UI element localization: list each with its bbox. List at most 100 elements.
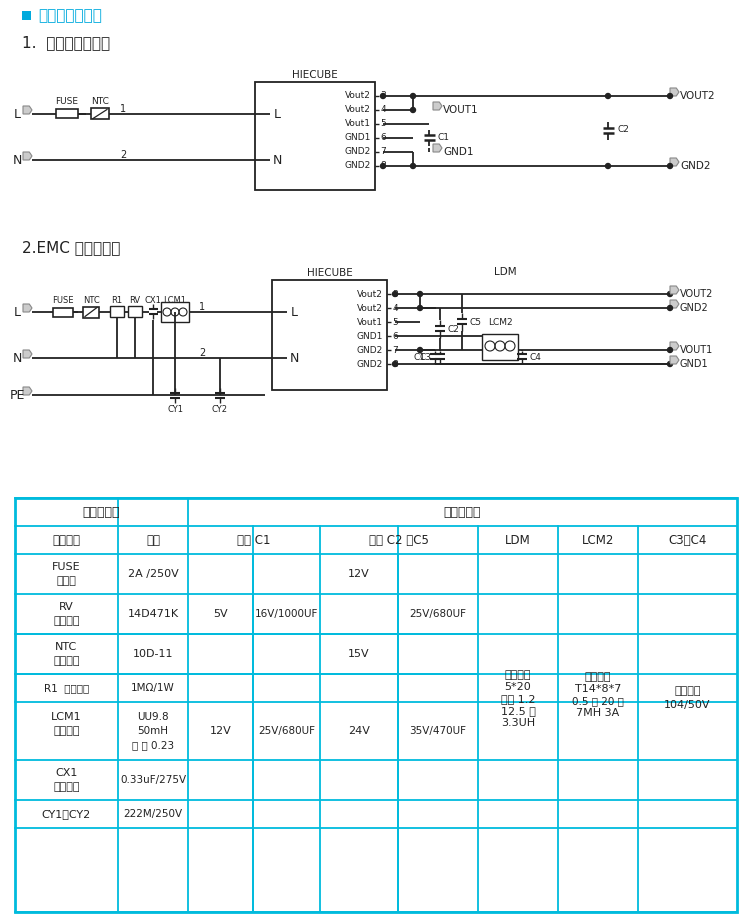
Text: HIECUBE: HIECUBE — [308, 268, 352, 278]
Text: GND2: GND2 — [680, 161, 710, 171]
Text: Vout2: Vout2 — [357, 290, 383, 299]
Text: 3.3UH: 3.3UH — [501, 718, 535, 728]
Circle shape — [392, 291, 398, 297]
Text: LCM1: LCM1 — [51, 712, 82, 722]
Text: 辅路 C1: 辅路 C1 — [237, 534, 271, 547]
Circle shape — [668, 93, 673, 99]
Polygon shape — [433, 144, 442, 152]
Text: HIECUBE: HIECUBE — [292, 70, 338, 80]
Circle shape — [668, 305, 673, 311]
Text: L: L — [13, 305, 20, 318]
Text: Vout2: Vout2 — [357, 303, 383, 313]
Text: C1: C1 — [414, 352, 426, 361]
Text: 线径 1.2: 线径 1.2 — [501, 694, 536, 704]
Text: VOUT1: VOUT1 — [443, 105, 478, 115]
Text: 压敏电阻: 压敏电阻 — [53, 616, 80, 626]
Text: NTC: NTC — [56, 642, 78, 652]
Text: LDM: LDM — [494, 267, 516, 277]
Text: 5V: 5V — [213, 609, 228, 619]
Polygon shape — [670, 88, 679, 96]
Text: GND1: GND1 — [344, 134, 371, 143]
Polygon shape — [23, 387, 32, 395]
Bar — [161, 302, 189, 322]
Text: R1  泄放电阻: R1 泄放电阻 — [44, 683, 89, 693]
Text: 元件名称: 元件名称 — [53, 534, 80, 547]
Bar — [128, 306, 142, 317]
Text: N: N — [12, 351, 22, 364]
Text: 3: 3 — [380, 91, 386, 100]
Bar — [53, 308, 73, 316]
Bar — [482, 334, 518, 360]
Polygon shape — [23, 350, 32, 358]
Text: 1: 1 — [120, 104, 126, 114]
Bar — [91, 109, 109, 120]
Text: RV: RV — [130, 295, 140, 304]
Text: C4: C4 — [530, 352, 542, 361]
Text: 热敏电阻: 热敏电阻 — [53, 656, 80, 666]
Circle shape — [410, 163, 416, 169]
Text: GND1: GND1 — [443, 147, 473, 157]
Text: GND1: GND1 — [680, 359, 709, 369]
Bar — [110, 306, 124, 317]
Polygon shape — [23, 304, 32, 312]
Text: 2.EMC 应用电路：: 2.EMC 应用电路： — [22, 241, 120, 255]
Polygon shape — [23, 152, 32, 160]
Circle shape — [418, 305, 422, 311]
Circle shape — [418, 348, 422, 352]
Text: 15V: 15V — [348, 649, 370, 659]
Text: CY1: CY1 — [167, 405, 183, 413]
Text: C3、C4: C3、C4 — [668, 534, 706, 547]
Text: 12.5 圈: 12.5 圈 — [500, 706, 536, 716]
Polygon shape — [670, 300, 679, 308]
Circle shape — [668, 163, 673, 169]
Text: L: L — [290, 305, 298, 318]
Circle shape — [410, 93, 416, 99]
Circle shape — [418, 291, 422, 297]
Text: 12V: 12V — [209, 726, 231, 736]
Polygon shape — [670, 286, 679, 294]
Circle shape — [668, 361, 673, 367]
Text: LCM2: LCM2 — [488, 317, 512, 326]
Text: C2: C2 — [448, 325, 460, 334]
Text: FUSE: FUSE — [56, 97, 79, 105]
Text: 25V/680UF: 25V/680UF — [410, 609, 466, 619]
Text: L: L — [13, 108, 20, 121]
Text: 8: 8 — [392, 360, 398, 369]
Text: 1MΩ/1W: 1MΩ/1W — [131, 683, 175, 693]
Text: 保险丝: 保险丝 — [56, 576, 76, 586]
Text: 16V/1000UF: 16V/1000UF — [255, 609, 318, 619]
Text: C1: C1 — [438, 134, 450, 143]
Text: VOUT2: VOUT2 — [680, 91, 716, 101]
Text: 5: 5 — [392, 317, 398, 326]
Polygon shape — [433, 102, 442, 110]
Circle shape — [605, 163, 610, 169]
Text: 线 径 0.23: 线 径 0.23 — [132, 740, 174, 750]
Text: 14D471K: 14D471K — [128, 609, 178, 619]
Text: VOUT1: VOUT1 — [680, 345, 713, 355]
Text: 7MH 3A: 7MH 3A — [576, 708, 620, 718]
Text: 8: 8 — [380, 161, 386, 171]
Text: 104/50V: 104/50V — [664, 700, 711, 710]
Text: 10D-11: 10D-11 — [133, 649, 173, 659]
Bar — [83, 306, 99, 317]
Text: NTC: NTC — [91, 97, 109, 105]
Text: 5: 5 — [380, 120, 386, 128]
Polygon shape — [670, 158, 679, 166]
Text: 2: 2 — [199, 348, 205, 358]
Circle shape — [668, 348, 673, 352]
Text: R1: R1 — [112, 295, 122, 304]
Text: 输入端元件: 输入端元件 — [82, 505, 120, 518]
Text: CY2: CY2 — [212, 405, 228, 413]
Text: T14*8*7: T14*8*7 — [574, 684, 621, 694]
Text: N: N — [12, 153, 22, 167]
Text: N: N — [290, 351, 298, 364]
Circle shape — [380, 93, 386, 99]
Bar — [56, 110, 78, 119]
Text: L: L — [274, 108, 280, 121]
Text: 222M/250V: 222M/250V — [124, 809, 182, 819]
Bar — [272, 280, 387, 390]
Text: C2: C2 — [617, 124, 628, 134]
Text: 输出端元件: 输出端元件 — [444, 505, 482, 518]
Text: GND2: GND2 — [357, 346, 383, 354]
Text: CY1、CY2: CY1、CY2 — [42, 809, 92, 819]
